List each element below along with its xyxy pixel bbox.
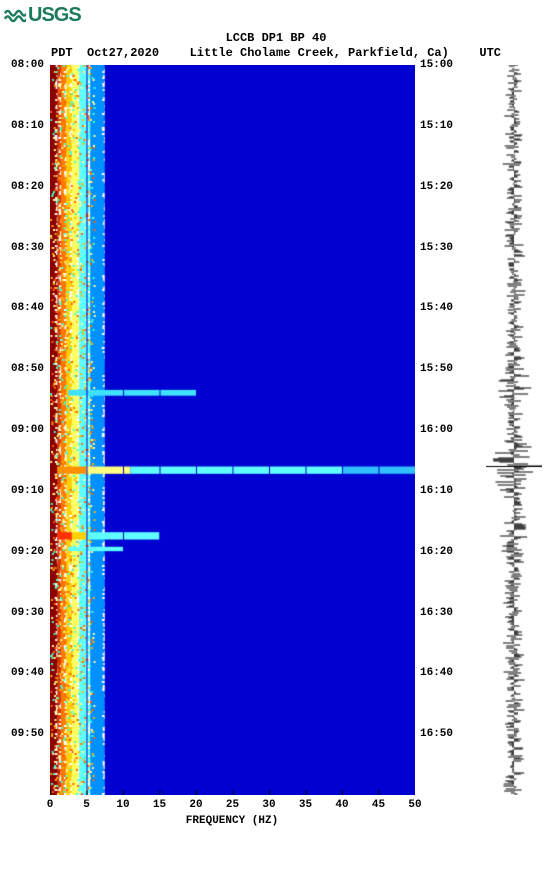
- plot-date: Oct27,2020: [87, 46, 159, 60]
- y-tick-right: 15:00: [420, 59, 453, 71]
- usgs-logo-text: USGS: [28, 4, 81, 27]
- y-tick-right: 15:20: [420, 181, 453, 193]
- y-tick-left: 08:10: [11, 120, 44, 132]
- plot-title-line1: LCCB DP1 BP 40: [4, 31, 548, 46]
- usgs-logo: USGS: [4, 4, 548, 27]
- x-tick: 10: [116, 799, 129, 811]
- spectrogram: [50, 65, 415, 795]
- x-tick: 20: [189, 799, 202, 811]
- x-axis-label: FREQUENCY (HZ): [186, 815, 278, 827]
- plot-title-block: LCCB DP1 BP 40 PDT Oct27,2020 Little Cho…: [4, 31, 548, 61]
- y-tick-left: 09:50: [11, 728, 44, 740]
- x-tick: 40: [335, 799, 348, 811]
- x-tick: 50: [408, 799, 421, 811]
- tz-right: UTC: [479, 46, 501, 61]
- waveform-trace: [486, 65, 542, 795]
- y-tick-right: 15:10: [420, 120, 453, 132]
- x-tick: 15: [153, 799, 166, 811]
- x-tick: 30: [262, 799, 275, 811]
- tz-left: PDT: [51, 46, 73, 60]
- y-tick-left: 09:40: [11, 667, 44, 679]
- y-tick-right: 16:30: [420, 607, 453, 619]
- plot-area: 08:0008:1008:2008:3008:4008:5009:0009:10…: [4, 65, 544, 855]
- y-tick-left: 09:00: [11, 424, 44, 436]
- y-tick-left: 08:20: [11, 181, 44, 193]
- y-tick-left: 09:30: [11, 607, 44, 619]
- y-tick-left: 08:30: [11, 242, 44, 254]
- y-tick-right: 15:40: [420, 302, 453, 314]
- y-tick-left: 09:20: [11, 546, 44, 558]
- y-tick-right: 15:30: [420, 242, 453, 254]
- y-tick-left: 08:40: [11, 302, 44, 314]
- plot-location: Little Cholame Creek, Parkfield, Ca): [190, 46, 449, 61]
- y-tick-left: 09:10: [11, 485, 44, 497]
- y-tick-right: 16:10: [420, 485, 453, 497]
- x-tick: 0: [47, 799, 54, 811]
- x-tick: 45: [372, 799, 385, 811]
- y-tick-right: 15:50: [420, 363, 453, 375]
- x-tick: 35: [299, 799, 312, 811]
- y-tick-left: 08:50: [11, 363, 44, 375]
- y-tick-right: 16:50: [420, 728, 453, 740]
- y-tick-right: 16:00: [420, 424, 453, 436]
- x-tick: 5: [83, 799, 90, 811]
- y-tick-left: 08:00: [11, 59, 44, 71]
- wave-icon: [4, 5, 26, 27]
- x-tick: 25: [226, 799, 239, 811]
- y-tick-right: 16:40: [420, 667, 453, 679]
- y-tick-right: 16:20: [420, 546, 453, 558]
